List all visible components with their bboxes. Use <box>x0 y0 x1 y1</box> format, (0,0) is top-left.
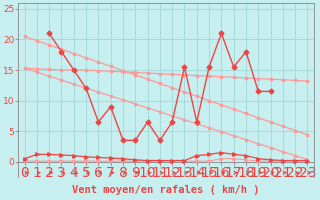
X-axis label: Vent moyen/en rafales ( km/h ): Vent moyen/en rafales ( km/h ) <box>72 185 260 195</box>
